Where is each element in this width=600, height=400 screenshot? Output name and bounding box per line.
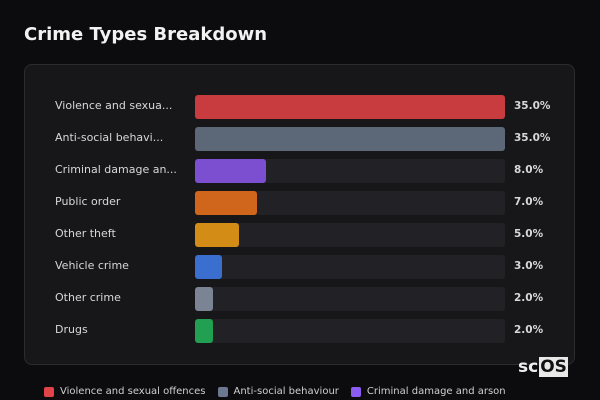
legend-label: Criminal damage and arson bbox=[366, 386, 506, 397]
legend-label: Anti-social behaviour bbox=[233, 386, 339, 397]
bar-row: Other theft 5.0% bbox=[25, 223, 576, 247]
bar bbox=[195, 223, 240, 247]
value-label: 35.0% bbox=[514, 132, 551, 144]
legend-item: Anti-social behaviour bbox=[217, 386, 339, 397]
bar-row: Criminal damage an... 8.0% bbox=[25, 159, 576, 183]
logo-prefix: sc bbox=[518, 357, 539, 377]
value-label: 3.0% bbox=[514, 260, 544, 272]
logo: sc OS bbox=[517, 357, 568, 377]
bar-row: Public order 7.0% bbox=[25, 191, 576, 215]
bar bbox=[195, 159, 266, 183]
bar-label: Anti-social behavi... bbox=[55, 131, 164, 144]
value-label: 5.0% bbox=[514, 228, 544, 240]
bar bbox=[195, 287, 213, 311]
bar bbox=[195, 127, 505, 151]
chart-card: Violence and sexua... 35.0% Anti-social b… bbox=[24, 64, 575, 365]
value-label: 8.0% bbox=[514, 164, 544, 176]
bar-label: Violence and sexua... bbox=[55, 99, 173, 112]
legend-item: Violence and sexual offences bbox=[44, 386, 206, 397]
value-label: 2.0% bbox=[514, 324, 544, 336]
bar-label: Criminal damage an... bbox=[55, 163, 177, 176]
bar-row: Violence and sexua... 35.0% bbox=[25, 95, 576, 119]
bar-track bbox=[195, 191, 505, 215]
chart-title: Crime Types Breakdown bbox=[24, 24, 268, 45]
bar-label: Public order bbox=[55, 195, 121, 208]
bar-row: Other crime 2.0% bbox=[25, 287, 576, 311]
bar-track bbox=[195, 159, 505, 183]
legend-swatch bbox=[44, 386, 54, 397]
legend-swatch bbox=[217, 386, 228, 397]
bar bbox=[195, 95, 505, 119]
legend-label: Violence and sexual offences bbox=[60, 386, 206, 397]
bar-row: Anti-social behavi... 35.0% bbox=[25, 127, 576, 151]
value-label: 35.0% bbox=[514, 100, 551, 112]
bar-label: Other theft bbox=[55, 227, 116, 240]
bar-track bbox=[195, 95, 505, 119]
value-label: 2.0% bbox=[514, 292, 544, 304]
bar-row: Drugs 2.0% bbox=[25, 319, 576, 343]
bar bbox=[195, 319, 213, 343]
bar-track bbox=[195, 255, 505, 279]
bar bbox=[195, 191, 257, 215]
bar-label: Drugs bbox=[55, 323, 88, 336]
bar-label: Vehicle crime bbox=[55, 259, 129, 272]
bar-track bbox=[195, 287, 505, 311]
bar-track bbox=[195, 127, 505, 151]
bar-track bbox=[195, 223, 505, 247]
bar-label: Other crime bbox=[55, 291, 121, 304]
bar-row: Vehicle crime 3.0% bbox=[25, 255, 576, 279]
bar-track bbox=[195, 319, 505, 343]
value-label: 7.0% bbox=[514, 196, 544, 208]
logo-boxed: OS bbox=[539, 357, 568, 377]
legend-swatch bbox=[350, 386, 361, 397]
legend: Violence and sexual offences Anti-social … bbox=[44, 386, 506, 397]
legend-item: Criminal damage and arson bbox=[350, 386, 506, 397]
bar bbox=[195, 255, 222, 279]
